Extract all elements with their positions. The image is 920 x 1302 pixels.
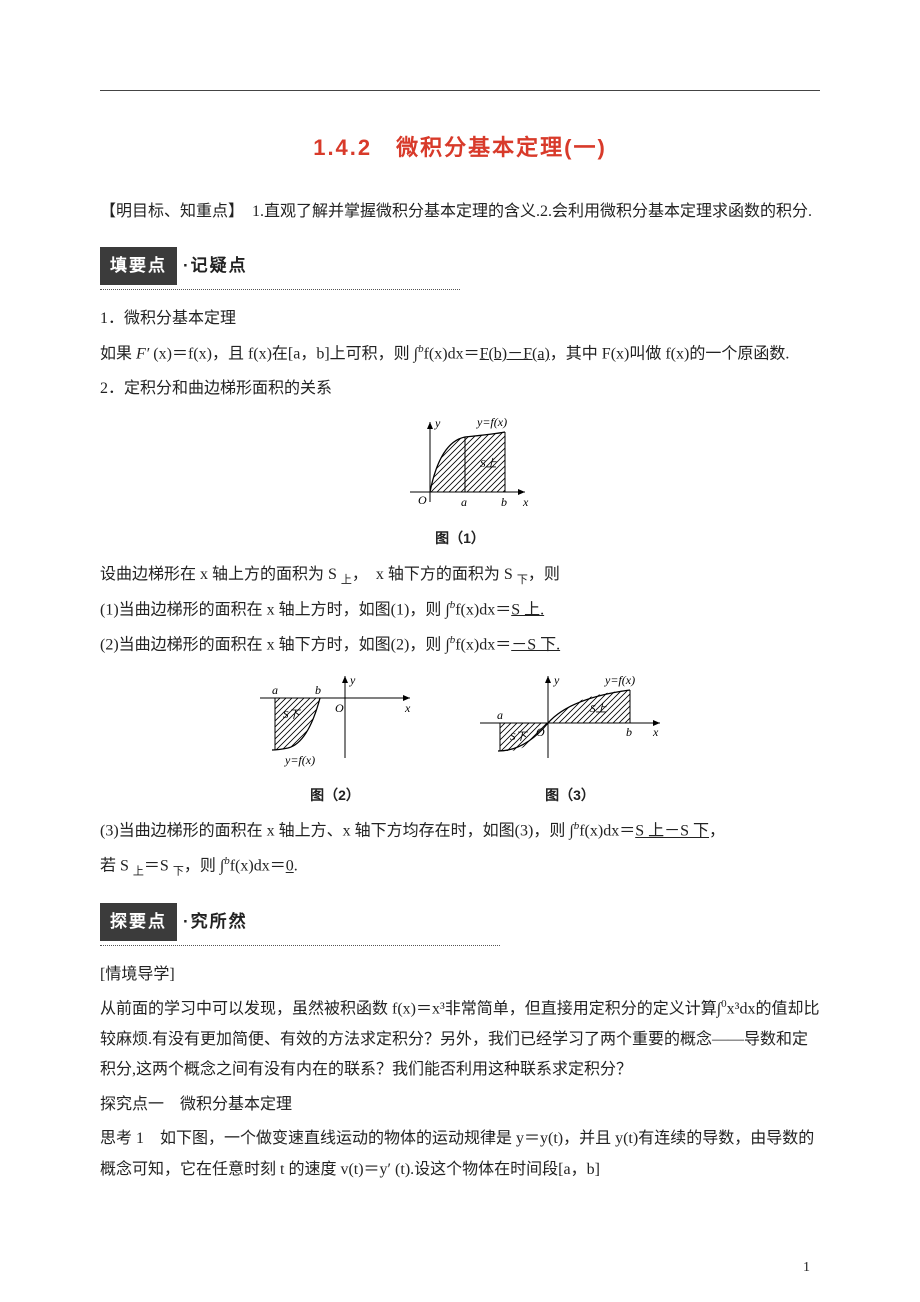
i3f: ，则 ∫ [184, 858, 224, 875]
item-2: (2)当曲边梯形的面积在 x 轴下方时，如图(2)，则 ∫bf(x)dx＝－S … [100, 630, 820, 661]
think-1: 思考 1 如下图，一个做变速直线运动的物体的运动规律是 y＝y(t)，并且 y(… [100, 1124, 820, 1185]
dotrule-2 [100, 945, 500, 946]
f1-x: x [522, 495, 529, 509]
i2b: f(x)dx＝ [455, 636, 511, 653]
goal-label: 【明目标、知重点】 [100, 203, 236, 220]
i1b: f(x)dx＝ [455, 601, 511, 618]
figure-1-wrap: y y=f(x) S上 O a b x 图（1） [100, 412, 820, 552]
figure-2-svg: y a b O x S下 y=f(x) [250, 668, 420, 768]
theorem-statement: 如果 F′ (x)＝f(x)，且 f(x)在[a，b]上可积，则 ∫bf(x)d… [100, 339, 820, 370]
figure-1-caption: 图（1） [100, 525, 820, 552]
i3a: (3)当曲边梯形的面积在 x 轴上方、x 轴下方均存在时，如图(3)，则 ∫ [100, 823, 574, 840]
f3-curve: y=f(x) [604, 673, 635, 687]
i3-blank: S 上－S 下 [635, 823, 709, 840]
as-sub-up: 上 [341, 574, 352, 586]
explore-topic: 探究点一 微积分基本定理 [100, 1090, 820, 1120]
f2-S: S下 [283, 709, 302, 721]
f2-b: b [315, 683, 321, 697]
i3b: f(x)dx＝ [579, 823, 635, 840]
item-3-line2: 若 S 上＝S 下，则 ∫bf(x)dx＝0. [100, 851, 820, 882]
cp1: 从前面的学习中可以发现，虽然被积函数 f(x)＝x³非常简单，但直接用定积分的定… [100, 1001, 721, 1018]
section-rest-2: ·究所然 [183, 912, 248, 931]
f1-y: y [434, 416, 441, 430]
dotrule [100, 289, 460, 290]
figure-2-wrap: y a b O x S下 y=f(x) 图（2） [250, 668, 420, 808]
item-3: (3)当曲边梯形的面积在 x 轴上方、x 轴下方均存在时，如图(3)，则 ∫bf… [100, 816, 820, 847]
context-para: 从前面的学习中可以发现，虽然被积函数 f(x)＝x³非常简单，但直接用定积分的定… [100, 994, 820, 1086]
top-rule [100, 90, 820, 91]
i2a: (2)当曲边梯形的面积在 x 轴下方时，如图(2)，则 ∫ [100, 636, 450, 653]
section-box-2: 探要点 [100, 903, 177, 941]
f1-S: S上 [480, 457, 498, 470]
figure-3-svg: y y=f(x) a O b x S上 S下 [470, 668, 670, 768]
page-number: 1 [803, 1255, 810, 1282]
f3-O: O [536, 725, 545, 739]
as2: ， x 轴下方的面积为 S [352, 566, 517, 583]
figure-pair: y a b O x S下 y=f(x) 图（2） [100, 668, 820, 808]
f1-O: O [418, 493, 427, 507]
figure-2-caption: 图（2） [250, 782, 420, 809]
i3h: . [294, 858, 298, 875]
section-rest: ·记疑点 [183, 256, 248, 275]
as3: ，则 [528, 566, 560, 583]
as1: 设曲边梯形在 x 轴上方的面积为 S [100, 566, 341, 583]
t4: ，其中 F(x)叫做 f(x)的一个原函数. [550, 345, 790, 362]
f1-a: a [461, 495, 467, 509]
f2-x: x [404, 701, 411, 715]
i3g: f(x)dx＝ [230, 858, 286, 875]
subheading-1: 1．微积分基本定理 [100, 304, 820, 334]
figure-3-caption: 图（3） [470, 782, 670, 809]
section-heading-explore: 探要点 ·究所然 [100, 903, 820, 946]
i1a: (1)当曲边梯形的面积在 x 轴上方时，如图(1)，则 ∫ [100, 601, 450, 618]
goal-line: 【明目标、知重点】 1.直观了解并掌握微积分基本定理的含义.2.会利用微积分基本… [100, 197, 820, 227]
f3-b: b [626, 725, 632, 739]
f2-O: O [335, 701, 344, 715]
f3-y: y [553, 673, 560, 687]
f3-x: x [652, 725, 659, 739]
blank-Fba: F(b)－F(a) [480, 345, 550, 362]
t2: (x)＝f(x)，且 f(x)在[a，b]上可积，则 ∫ [149, 345, 418, 362]
section-heading-fill: 填要点 ·记疑点 [100, 247, 820, 290]
item-1: (1)当曲边梯形的面积在 x 轴上方时，如图(1)，则 ∫bf(x)dx＝S 上… [100, 595, 820, 626]
section-box: 填要点 [100, 247, 177, 285]
area-setup: 设曲边梯形在 x 轴上方的面积为 S 上， x 轴下方的面积为 S 下，则 [100, 560, 820, 591]
figure-1-svg: y y=f(x) S上 O a b x [385, 412, 535, 512]
i3-blank2: 0 [286, 858, 294, 875]
i3-sub-up: 上 [133, 866, 144, 878]
f3-S1: S上 [590, 702, 608, 715]
i3c: ， [709, 823, 725, 840]
i3-sub-down: 下 [173, 866, 184, 878]
t3: f(x)dx＝ [424, 345, 480, 362]
f2-a: a [272, 683, 278, 697]
f1-curve: y=f(x) [476, 415, 507, 429]
f3-S2: S下 [510, 731, 529, 743]
context-lead: [情境导学] [100, 960, 820, 990]
f1-b: b [501, 495, 507, 509]
goal-text: 1.直观了解并掌握微积分基本定理的含义.2.会利用微积分基本定理求函数的积分. [236, 203, 812, 220]
subheading-2: 2．定积分和曲边梯形面积的关系 [100, 374, 820, 404]
f2-y: y [349, 673, 356, 687]
f2-curve: y=f(x) [284, 753, 315, 767]
i1-blank: S 上. [511, 601, 544, 618]
i3d: 若 S [100, 858, 133, 875]
i3e: ＝S [144, 858, 173, 875]
i2-blank: －S 下. [511, 636, 560, 653]
f3-a: a [497, 708, 503, 722]
t-Fprime: F′ [136, 345, 149, 362]
t1: 如果 [100, 345, 136, 362]
page-title: 1.4.2 微积分基本定理(一) [100, 127, 820, 169]
figure-3-wrap: y y=f(x) a O b x S上 S下 图（3） [470, 668, 670, 808]
as-sub-down: 下 [517, 574, 528, 586]
